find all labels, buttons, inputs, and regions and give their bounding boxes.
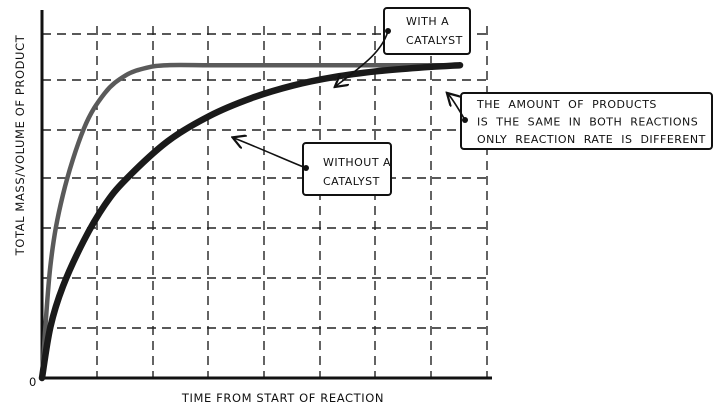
callout-text-line: WITH A	[406, 15, 449, 28]
callout-box	[460, 92, 713, 150]
series	[38, 61, 464, 382]
callout-arrow	[234, 138, 307, 169]
origin-label: 0	[29, 375, 37, 389]
callout-text-line: THE AMOUNT OF PRODUCTS	[476, 98, 657, 111]
grid	[42, 26, 492, 378]
callout-arrow	[448, 94, 466, 121]
callout-dot	[462, 117, 468, 123]
callout-text-line: IS THE SAME IN BOTH REACTIONS	[477, 116, 698, 129]
series-with-catalyst-line	[39, 62, 463, 381]
axes	[40, 10, 492, 380]
callout-text-line: CATALYST	[406, 34, 463, 47]
callout-box	[383, 7, 471, 55]
callout-arrow	[336, 30, 389, 86]
callout-box	[302, 142, 392, 196]
callout-text-line: WITHOUT A	[323, 156, 391, 169]
callout-text-line: ONLY REACTION RATE IS DIFFERENT	[477, 133, 706, 146]
series-without-catalyst-line	[38, 61, 464, 382]
callout-dot	[385, 28, 391, 34]
callout-with-catalyst: WITH A CATALYST	[336, 7, 471, 86]
annotations: WITH A CATALYST WITHOUT A CATALYST THE AMOUN…	[234, 7, 713, 196]
callout-dot	[303, 165, 309, 171]
y-axis-label: TOTAL MASS/VOLUME OF PRODUCT	[13, 34, 27, 256]
x-axis-label: TIME FROM START OF REACTION	[181, 391, 384, 405]
callout-without-catalyst: WITHOUT A CATALYST	[234, 138, 392, 196]
callout-same-amount: THE AMOUNT OF PRODUCTS IS THE SAME IN BOT…	[448, 92, 713, 150]
callout-text-line: CATALYST	[323, 175, 380, 188]
